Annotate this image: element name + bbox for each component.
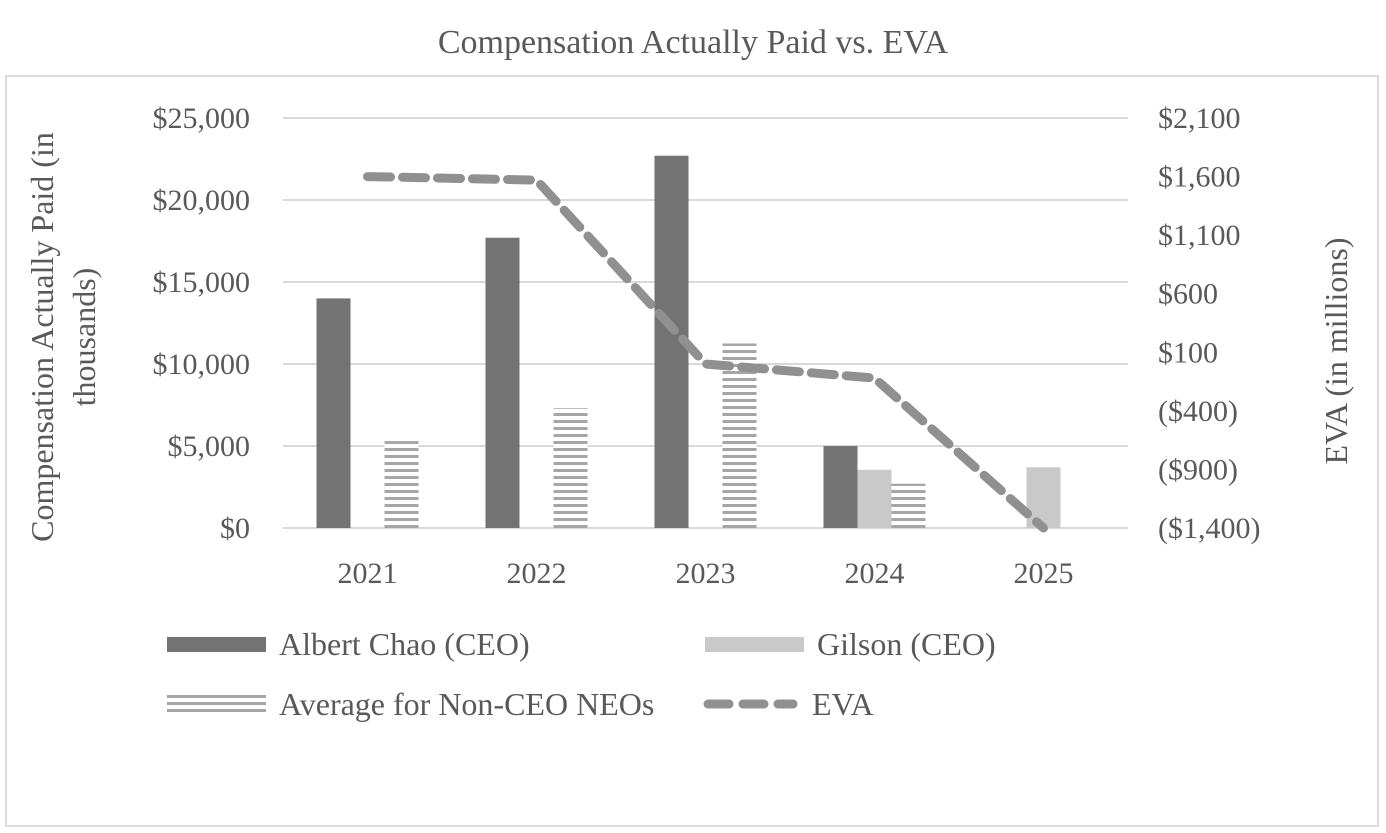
bar-gilson-ceo- — [857, 469, 892, 528]
legend-item-non-ceo-neos: Average for Non-CEO NEOs — [167, 685, 655, 722]
legend-swatch-dashed-line — [703, 699, 798, 709]
legend-label: Gilson (CEO) — [817, 625, 996, 662]
right-axis-tick: ($1,400) — [1158, 512, 1260, 545]
left-axis-tick: $25,000 — [153, 102, 251, 135]
bar-albert-chao-ceo- — [316, 298, 351, 528]
legend-label: Albert Chao (CEO) — [279, 625, 530, 662]
legend-swatch-light-bar — [705, 636, 804, 652]
left-axis-tick: $15,000 — [153, 266, 251, 299]
bar-gilson-ceo- — [1026, 467, 1061, 528]
bar-average-for-non-ceo-neos — [722, 343, 757, 528]
right-axis-tick: $600 — [1158, 278, 1218, 311]
x-axis-label: 2025 — [1014, 557, 1074, 590]
bar-albert-chao-ceo- — [823, 446, 858, 528]
left-axis-title-line1: Compensation Actually Paid (in — [24, 132, 60, 542]
right-axis-tick: $2,100 — [1158, 102, 1241, 135]
x-axis-label: 2022 — [507, 557, 567, 590]
x-axis-label: 2021 — [338, 557, 398, 590]
legend-item-eva: EVA — [702, 685, 874, 722]
legend-label: Average for Non-CEO NEOs — [279, 685, 655, 722]
bar-albert-chao-ceo- — [485, 237, 520, 528]
right-axis-tick: ($900) — [1158, 453, 1238, 486]
eva-line — [363, 172, 1048, 533]
gridlines — [283, 117, 1128, 529]
left-axis-tick: $0 — [220, 512, 250, 545]
chart-title: Compensation Actually Paid vs. EVA — [437, 24, 949, 61]
right-axis-tick: $1,600 — [1158, 161, 1241, 194]
left-axis-title-line2: thousands) — [66, 267, 103, 407]
bar-average-for-non-ceo-neos — [891, 483, 926, 528]
x-axis-label: 2024 — [845, 557, 905, 590]
right-axis-tick: $1,100 — [1158, 219, 1241, 252]
bar-average-for-non-ceo-neos — [553, 408, 588, 528]
legend-label: EVA — [812, 685, 874, 722]
legend-item-albert-chao: Albert Chao (CEO) — [167, 625, 530, 662]
right-axis-title: EVA (in millions) — [1318, 237, 1354, 465]
tick-labels: $25,000 $20,000 $15,000 $10,000 $5,000 $0 $2,1… — [153, 102, 1261, 590]
left-axis-title: Compensation Actually Paid (in thousands… — [21, 87, 111, 587]
legend-swatch-striped-bar — [167, 695, 266, 713]
line-series — [363, 172, 1048, 533]
left-axis-tick: $5,000 — [168, 430, 251, 463]
left-axis-tick: $10,000 — [153, 348, 251, 381]
bar-average-for-non-ceo-neos — [384, 441, 419, 528]
legend-item-gilson: Gilson (CEO) — [705, 625, 996, 662]
left-axis-tick: $20,000 — [153, 184, 251, 217]
right-axis-tick: $100 — [1158, 336, 1218, 369]
x-axis-label: 2023 — [676, 557, 736, 590]
legend-swatch-dark-bar — [167, 636, 266, 652]
right-axis-tick: ($400) — [1158, 395, 1238, 428]
